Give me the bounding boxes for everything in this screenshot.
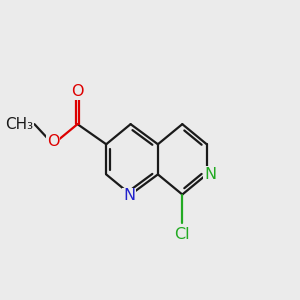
Text: O: O: [47, 134, 59, 149]
Text: N: N: [123, 188, 135, 203]
Text: N: N: [204, 167, 216, 182]
Text: O: O: [71, 85, 84, 100]
Text: Cl: Cl: [175, 227, 190, 242]
Text: CH₃: CH₃: [5, 117, 33, 132]
